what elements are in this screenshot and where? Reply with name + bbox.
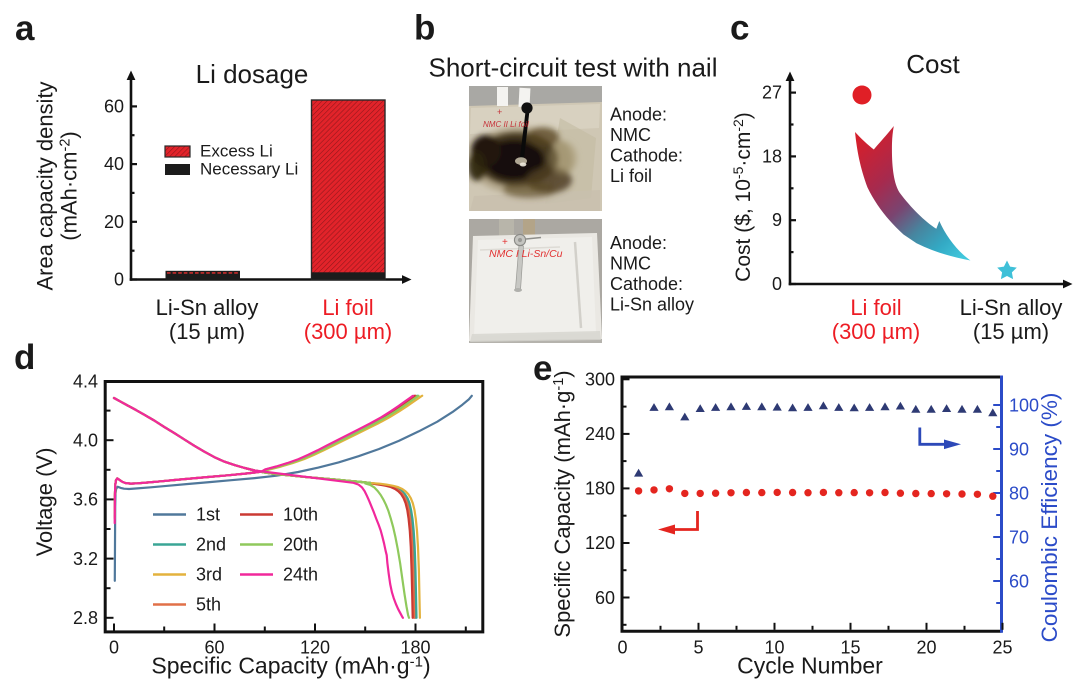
svg-text:(300 µm): (300 µm) <box>304 319 392 344</box>
svg-text:180: 180 <box>585 479 615 499</box>
svg-text:24th: 24th <box>283 565 318 585</box>
svg-text:60: 60 <box>595 588 615 608</box>
svg-text:NMC: NMC <box>610 254 651 274</box>
svg-text:15: 15 <box>840 638 860 658</box>
svg-text:2.8: 2.8 <box>73 608 98 628</box>
svg-text:Cathode:: Cathode: <box>610 274 683 294</box>
svg-text:0: 0 <box>617 638 627 658</box>
svg-text:3rd: 3rd <box>196 565 222 585</box>
svg-text:70: 70 <box>1009 527 1029 547</box>
svg-text:20: 20 <box>104 212 124 232</box>
svg-text:Li foil: Li foil <box>850 295 901 320</box>
svg-text:120: 120 <box>300 638 330 658</box>
svg-text:Li dosage: Li dosage <box>196 59 309 89</box>
svg-text:240: 240 <box>585 424 615 444</box>
svg-text:NMC II Li foil: NMC II Li foil <box>483 120 529 129</box>
svg-text:Li-Sn alloy: Li-Sn alloy <box>960 295 1063 320</box>
svg-text:60: 60 <box>1009 571 1029 591</box>
svg-text:Li-Sn alloy: Li-Sn alloy <box>156 295 259 320</box>
svg-text:Short-circuit test with nail: Short-circuit test with nail <box>429 53 718 83</box>
svg-text:10th: 10th <box>283 505 318 525</box>
svg-text:Anode:: Anode: <box>610 233 667 253</box>
svg-text:e: e <box>533 349 552 388</box>
svg-text:(15 µm): (15 µm) <box>973 319 1049 344</box>
svg-text:(15 µm): (15 µm) <box>169 319 245 344</box>
svg-text:0: 0 <box>114 270 124 290</box>
svg-text:25: 25 <box>992 638 1012 658</box>
svg-text:a: a <box>15 9 35 48</box>
svg-text:c: c <box>730 9 749 48</box>
svg-text:0: 0 <box>109 638 119 658</box>
svg-text:Excess Li: Excess Li <box>200 142 273 161</box>
svg-text:27: 27 <box>762 83 782 103</box>
svg-text:Cathode:: Cathode: <box>610 146 683 166</box>
svg-text:+: + <box>502 237 508 248</box>
svg-text:Anode:: Anode: <box>610 105 667 125</box>
svg-text:Coulombic Efficiency (%): Coulombic Efficiency (%) <box>1037 393 1062 643</box>
svg-text:2nd: 2nd <box>196 535 226 555</box>
svg-text:5th: 5th <box>196 595 221 615</box>
svg-text:300: 300 <box>585 370 615 390</box>
svg-text:80: 80 <box>1009 483 1029 503</box>
svg-text:180: 180 <box>400 638 430 658</box>
svg-text:60: 60 <box>204 638 224 658</box>
svg-text:4.0: 4.0 <box>73 431 98 451</box>
svg-text:9: 9 <box>772 210 782 230</box>
svg-text:0: 0 <box>772 274 782 294</box>
svg-text:Li foil: Li foil <box>322 295 373 320</box>
svg-text:100: 100 <box>1009 395 1039 415</box>
svg-text:(300 µm): (300 µm) <box>832 319 920 344</box>
svg-text:Area capacity density: Area capacity density <box>33 81 58 290</box>
svg-text:5: 5 <box>693 638 703 658</box>
svg-text:4.4: 4.4 <box>73 371 98 391</box>
svg-text:90: 90 <box>1009 439 1029 459</box>
svg-text:3.2: 3.2 <box>73 549 98 569</box>
svg-text:Specific Capacity (mAh·g-1): Specific Capacity (mAh·g-1) <box>151 653 430 679</box>
svg-text:Necessary Li: Necessary Li <box>200 160 298 179</box>
svg-text:10: 10 <box>764 638 784 658</box>
svg-text:3.6: 3.6 <box>73 490 98 510</box>
svg-text:Cost ($, 10-5·cm-2): Cost ($, 10-5·cm-2) <box>730 112 755 282</box>
svg-text:20th: 20th <box>283 535 318 555</box>
svg-text:60: 60 <box>104 96 124 116</box>
svg-text:Cost: Cost <box>906 49 960 79</box>
svg-text:Cycle Number: Cycle Number <box>737 653 883 679</box>
svg-text:b: b <box>414 9 435 48</box>
svg-text:120: 120 <box>585 533 615 553</box>
svg-text:d: d <box>14 338 35 377</box>
svg-text:Specific Capacity (mAh·g-1): Specific Capacity (mAh·g-1) <box>550 370 575 637</box>
svg-text:Li foil: Li foil <box>610 166 652 186</box>
svg-text:NMC: NMC <box>610 125 651 145</box>
svg-text:+: + <box>497 107 502 117</box>
svg-text:18: 18 <box>762 146 782 166</box>
svg-text:1st: 1st <box>196 505 220 525</box>
svg-text:Voltage (V): Voltage (V) <box>32 448 57 557</box>
svg-text:Li-Sn alloy: Li-Sn alloy <box>610 295 694 315</box>
svg-text:20: 20 <box>916 638 936 658</box>
svg-text:40: 40 <box>104 154 124 174</box>
svg-text:NMC I Li-Sn/Cu: NMC I Li-Sn/Cu <box>489 248 563 260</box>
